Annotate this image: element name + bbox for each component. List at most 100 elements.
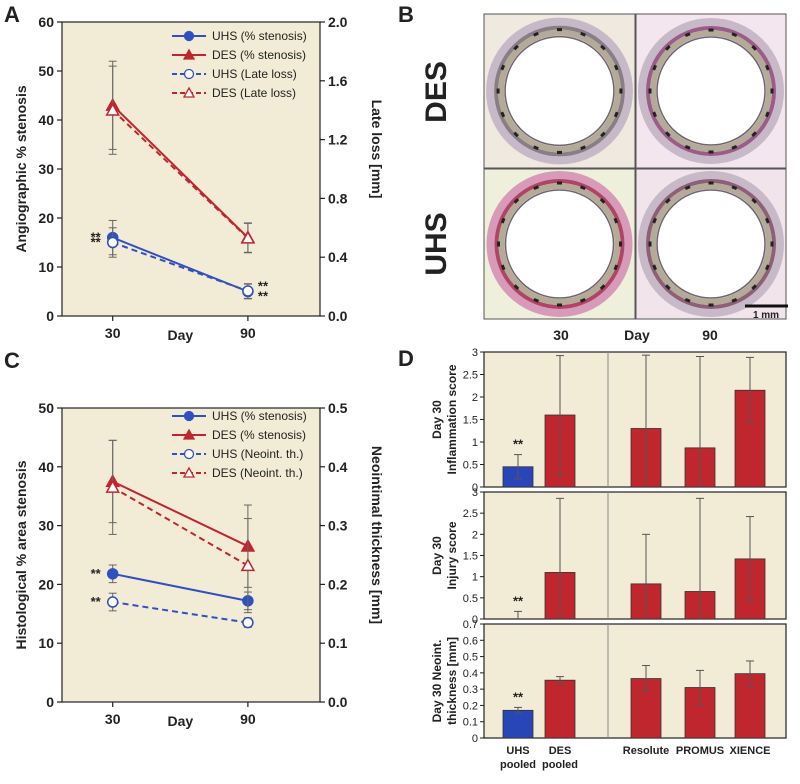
significance-mark: ** [513,689,524,704]
y-axis-label: Day 30 Neoint.thickness [mm] [430,637,459,725]
panel-letter-c: C [4,348,20,373]
series-line [112,486,249,567]
histology-image [635,13,787,169]
stent-strut [613,64,619,71]
stent-strut [731,298,738,303]
series-2 [106,227,254,299]
neointima-ring [650,183,772,305]
stent-strut [708,150,714,154]
stent-strut [500,217,506,224]
x-tick-label: 90 [240,711,256,727]
legend-marker [182,86,196,98]
series-line [112,109,249,239]
y-tick-label: 0 [46,694,54,710]
adventitia-ring [638,171,784,317]
adventitia-ring [486,17,633,165]
y-tick-label: 50 [38,400,54,416]
stent-strut [652,217,657,224]
stent-strut [765,64,770,71]
stent-strut [557,28,562,32]
y-tick-label: 2 [472,392,478,404]
stent-strut [619,88,623,94]
y-tick-label: 50 [38,63,54,79]
y2-tick-label: 1.6 [328,73,348,89]
stent-strut [648,88,652,94]
y-tick-label: 0 [472,733,478,745]
histology-image [635,168,787,320]
y-tick-label: 1.5 [463,551,478,563]
stent-strut [613,111,619,118]
lumen [656,36,766,146]
legend-label: DES (Neoint. th.) [212,466,303,480]
stent-strut [613,264,619,271]
stent-strut [652,264,657,271]
y-tick-label: 10 [38,259,54,275]
row-label-des: DES [420,61,453,123]
stent-strut [731,32,738,37]
x-tick-label: 90 [240,325,256,341]
chart-d-neointimal-thickness: 0 0.1 0.2 0.3 0.4 0.5 0.6 0.7 Day 30 Neoint.thic… [430,619,787,771]
y-tick-label: 2 [472,529,478,541]
stent-strut [648,241,652,247]
series-line [112,236,249,293]
data-point [242,616,254,629]
histology-panel: DES UHS 30 Day 90 1 mm [420,13,788,343]
chart-a: 0 10 20 30 40 50 60 0.0 0.4 0.8 1.2 1.6 2.0 30 90 Day An… [13,14,385,343]
y-tick-label: 30 [38,518,54,534]
y-axis-label: Day 30Injury score [430,521,459,589]
y2-tick-label: 0.4 [328,249,348,265]
chart-d-injury: 0 0.5 1 1.5 2 2.5 3 Day 30Injury score ** [430,487,787,626]
stent-strut [513,44,519,51]
stent-strut [765,264,770,271]
series-0 [106,564,254,611]
stent-strut [496,88,500,94]
stent-strut [599,198,606,204]
y2-tick-label: 2.0 [328,14,348,30]
data-point [242,285,254,297]
stent-strut [600,131,606,138]
y-tick-label: 0.2 [463,700,478,712]
y-tick-label: 1.5 [463,415,478,427]
stent-strut [533,145,539,151]
category-label: DES [549,745,572,757]
significance-mark: ** [91,594,102,609]
stent-strut [500,64,506,71]
y2-axis-label: Late loss [mm] [369,100,385,199]
category-label: XIENCE [730,745,771,757]
series-2 [106,592,254,629]
y-tick-label: 40 [38,112,54,128]
stent-strut [580,31,586,37]
y-tick-label: 1 [472,437,478,449]
data-point [240,230,256,244]
legend-marker [183,30,195,42]
series-3 [105,65,256,254]
y-tick-label: 0 [46,308,54,324]
legend-label: UHS (% stenosis) [212,29,307,43]
y-tick-label: 3 [472,487,478,499]
y-tick-label: 30 [38,161,54,177]
x-axis-label: Day [167,327,193,343]
series-line [112,601,249,624]
neointima-ring [498,29,621,153]
y2-tick-label: 0.5 [328,400,348,416]
category-label: pooled [500,759,536,771]
panel-letter-b: B [398,2,414,27]
y-tick-label: 60 [38,14,54,30]
chart-d-inflammation: 0 0.5 1 1.5 2 2.5 3 Day 30Inflammation score ** [430,347,787,494]
panel-letter-d: D [398,346,414,371]
category-label: pooled [542,759,578,771]
y-tick-label: 0.6 [463,635,478,647]
stent-strut [708,181,714,185]
legend-label: DES (% stenosis) [212,428,306,442]
y-tick-label: 2.5 [463,370,478,382]
y-tick-label: 10 [38,635,54,651]
stent-strut [684,298,691,303]
legend-marker [182,466,196,478]
y-tick-label: 0.7 [463,619,478,631]
stent-strut [665,131,671,137]
series-3 [105,439,256,614]
panel-letter-a: A [4,2,20,27]
stent-strut [770,241,774,247]
data-point [106,236,119,249]
